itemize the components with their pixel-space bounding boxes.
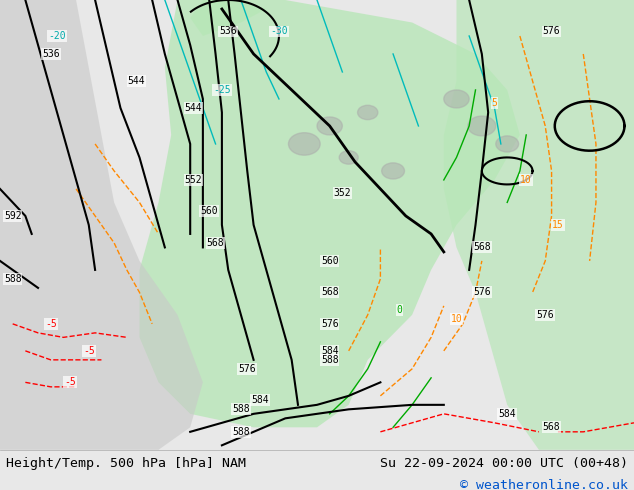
Text: 10: 10 [451,315,462,324]
Text: 560: 560 [200,206,218,217]
Text: 568: 568 [473,243,491,252]
Text: 576: 576 [321,319,339,329]
Text: -25: -25 [213,85,231,95]
Text: 10: 10 [521,175,532,185]
Text: 5: 5 [491,98,498,108]
Circle shape [468,116,496,136]
Text: -5: -5 [45,319,56,329]
Text: 576: 576 [536,310,554,320]
Circle shape [339,151,358,164]
Circle shape [317,117,342,135]
Text: 544: 544 [184,103,202,113]
Text: 536: 536 [219,26,237,36]
Text: Height/Temp. 500 hPa [hPa] NAM: Height/Temp. 500 hPa [hPa] NAM [6,457,247,470]
Text: 592: 592 [4,211,22,221]
Text: 352: 352 [333,189,351,198]
Text: 560: 560 [321,256,339,266]
Text: 0: 0 [396,305,403,316]
Text: © weatheronline.co.uk: © weatheronline.co.uk [460,480,628,490]
Text: -20: -20 [48,31,66,41]
Circle shape [496,136,519,152]
Text: 15: 15 [552,220,564,230]
Text: 576: 576 [543,26,560,36]
Text: -5: -5 [64,377,75,388]
Text: 568: 568 [543,422,560,432]
Text: 576: 576 [238,364,256,374]
Text: 568: 568 [321,287,339,297]
Text: 536: 536 [42,49,60,59]
Text: 552: 552 [184,175,202,185]
Text: 588: 588 [4,274,22,284]
Text: 568: 568 [207,238,224,248]
Text: 588: 588 [232,427,250,437]
Text: 544: 544 [127,76,145,86]
Text: 584: 584 [321,346,339,356]
Text: 584: 584 [498,409,516,419]
Text: -5: -5 [83,346,94,356]
Text: -30: -30 [270,26,288,36]
Circle shape [358,105,378,120]
Text: 588: 588 [321,355,339,365]
Circle shape [288,133,320,155]
Text: Su 22-09-2024 00:00 UTC (00+48): Su 22-09-2024 00:00 UTC (00+48) [380,457,628,470]
Text: 588: 588 [232,404,250,415]
Text: 576: 576 [473,287,491,297]
Circle shape [444,90,469,108]
Circle shape [382,163,404,179]
Text: 584: 584 [251,395,269,405]
